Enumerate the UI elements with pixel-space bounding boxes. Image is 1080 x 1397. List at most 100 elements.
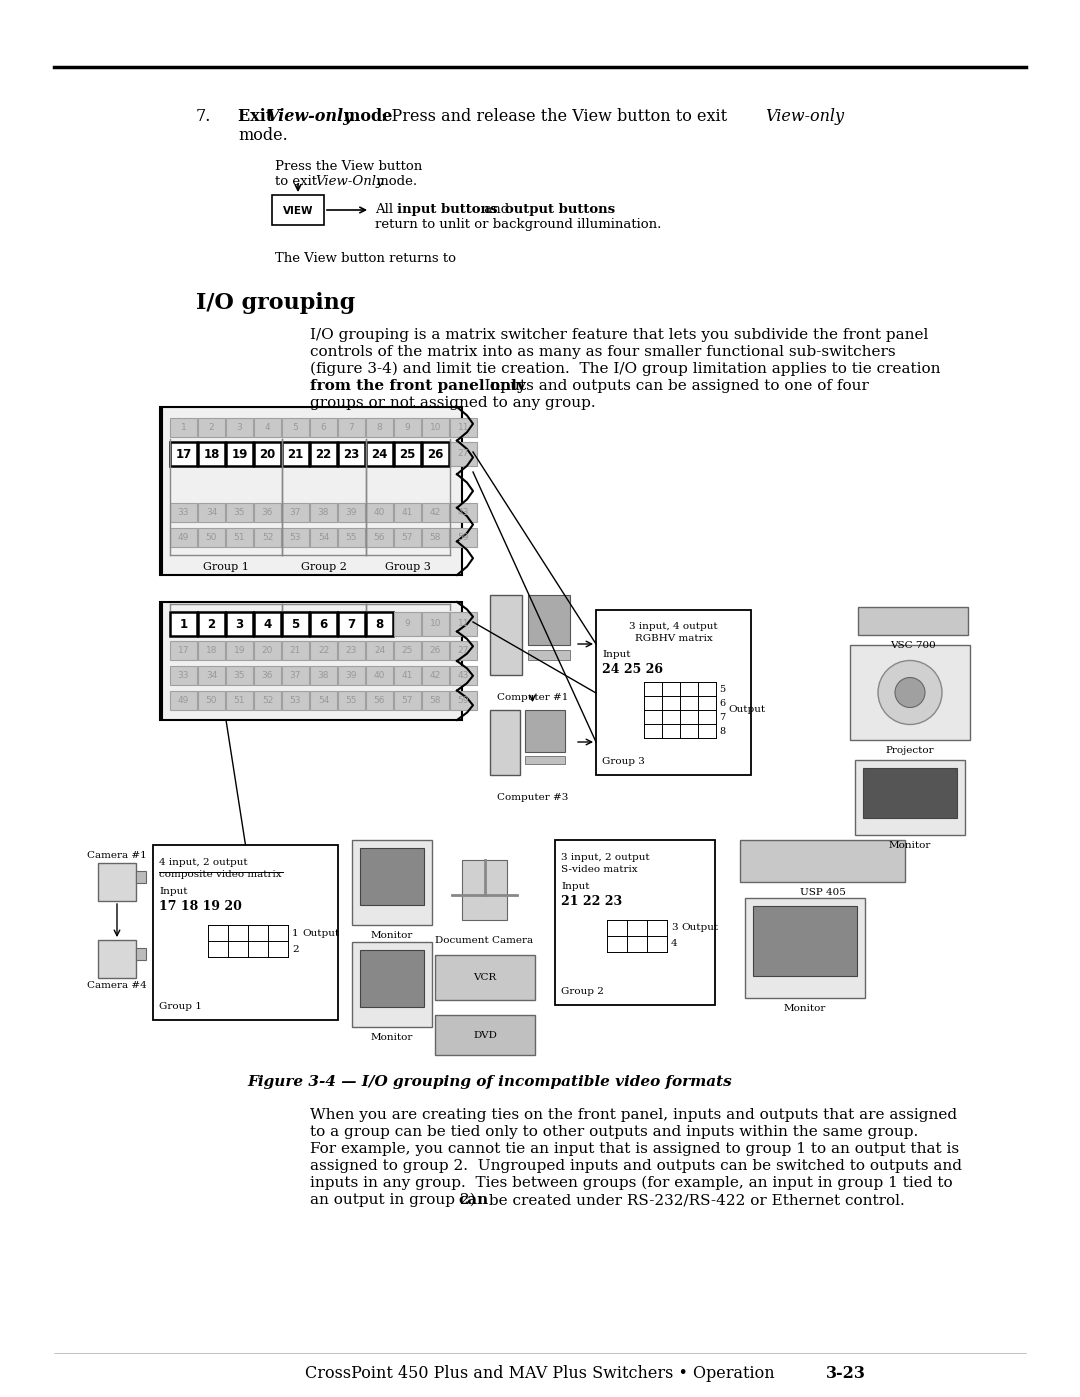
Text: 59: 59: [458, 534, 469, 542]
Text: Monitor: Monitor: [889, 841, 931, 849]
Bar: [422, 503, 449, 522]
Bar: [170, 441, 197, 467]
Text: 58: 58: [430, 696, 442, 705]
Text: VCR: VCR: [473, 972, 497, 982]
Bar: [310, 418, 337, 437]
Bar: [435, 1016, 535, 1055]
Text: 50: 50: [206, 534, 217, 542]
Bar: [422, 692, 449, 710]
Text: assigned to group 2.  Ungrouped inputs and outputs can be switched to outputs an: assigned to group 2. Ungrouped inputs an…: [310, 1160, 962, 1173]
Text: The View button returns to: The View button returns to: [275, 251, 456, 265]
Text: 40: 40: [374, 509, 386, 517]
Bar: [753, 907, 858, 977]
Bar: [282, 692, 309, 710]
Text: 7: 7: [349, 423, 354, 432]
Text: 9: 9: [405, 619, 410, 629]
Text: 2: 2: [207, 617, 216, 630]
Text: 3 input, 4 output: 3 input, 4 output: [630, 622, 718, 631]
Bar: [226, 641, 253, 659]
Bar: [366, 641, 393, 659]
Circle shape: [895, 678, 924, 707]
Bar: [282, 503, 309, 522]
Text: All: All: [375, 203, 397, 217]
Text: 11: 11: [458, 423, 469, 432]
Bar: [310, 503, 337, 522]
Text: 55: 55: [346, 534, 357, 542]
Bar: [338, 528, 365, 548]
Bar: [394, 528, 421, 548]
Text: Output: Output: [681, 923, 718, 933]
Bar: [490, 710, 519, 775]
Text: 34: 34: [206, 509, 217, 517]
Bar: [394, 666, 421, 685]
Text: Computer #1: Computer #1: [497, 693, 568, 703]
Text: 2: 2: [292, 944, 299, 954]
Text: 57: 57: [402, 534, 414, 542]
Bar: [450, 692, 477, 710]
Text: 4: 4: [264, 617, 272, 630]
Text: 54: 54: [318, 534, 329, 542]
Bar: [198, 666, 225, 685]
Bar: [338, 503, 365, 522]
Text: Figure 3-4 — I/O grouping of incompatible video formats: Figure 3-4 — I/O grouping of incompatibl…: [247, 1076, 732, 1090]
Text: 42: 42: [430, 509, 441, 517]
Bar: [450, 503, 477, 522]
Text: 41: 41: [402, 509, 414, 517]
Text: 5: 5: [293, 423, 298, 432]
Circle shape: [878, 661, 942, 725]
Bar: [98, 940, 136, 978]
Text: inputs in any group.  Ties between groups (for example, an input in group 1 tied: inputs in any group. Ties between groups…: [310, 1176, 953, 1190]
Bar: [422, 641, 449, 659]
Text: Monitor: Monitor: [370, 1032, 414, 1042]
Bar: [850, 645, 970, 740]
Text: When you are creating ties on the front panel, inputs and outputs that are assig: When you are creating ties on the front …: [310, 1108, 957, 1122]
Bar: [360, 848, 424, 905]
Bar: [450, 666, 477, 685]
Bar: [394, 503, 421, 522]
Bar: [596, 610, 751, 775]
Text: 4: 4: [265, 423, 270, 432]
Text: 49: 49: [178, 534, 189, 542]
Text: View-only: View-only: [765, 108, 843, 124]
Text: can: can: [458, 1193, 488, 1207]
Bar: [366, 612, 393, 636]
Text: Monitor: Monitor: [370, 930, 414, 940]
Text: Group 2: Group 2: [301, 562, 347, 571]
Bar: [490, 595, 522, 675]
Text: 5: 5: [719, 685, 725, 693]
Text: 56: 56: [374, 696, 386, 705]
Text: 24: 24: [372, 447, 388, 461]
Text: 7: 7: [719, 712, 726, 721]
Bar: [422, 418, 449, 437]
Text: 19: 19: [233, 645, 245, 655]
Text: 54: 54: [318, 696, 329, 705]
Text: 8: 8: [376, 617, 383, 630]
Text: (figure 3-4) and limit tie creation.  The I/O group limitation applies to tie cr: (figure 3-4) and limit tie creation. The…: [310, 362, 941, 376]
Text: 42: 42: [430, 671, 441, 680]
Text: 20: 20: [259, 447, 275, 461]
Bar: [198, 503, 225, 522]
Bar: [282, 641, 309, 659]
Bar: [366, 666, 393, 685]
Bar: [855, 760, 966, 835]
Bar: [462, 861, 507, 921]
Bar: [254, 503, 281, 522]
Bar: [254, 612, 281, 636]
Text: USP 405: USP 405: [799, 888, 846, 897]
Bar: [136, 870, 146, 883]
Bar: [338, 612, 365, 636]
Bar: [338, 666, 365, 685]
Bar: [254, 641, 281, 659]
Bar: [254, 418, 281, 437]
Text: 35: 35: [233, 671, 245, 680]
Bar: [170, 666, 197, 685]
Bar: [450, 441, 477, 467]
Text: Group 1: Group 1: [203, 562, 248, 571]
Text: 8: 8: [719, 726, 725, 735]
Bar: [338, 692, 365, 710]
Bar: [366, 692, 393, 710]
Text: : Press and release the View button to exit: : Press and release the View button to e…: [381, 108, 732, 124]
Bar: [394, 612, 421, 636]
Text: 22: 22: [315, 447, 332, 461]
Bar: [254, 528, 281, 548]
